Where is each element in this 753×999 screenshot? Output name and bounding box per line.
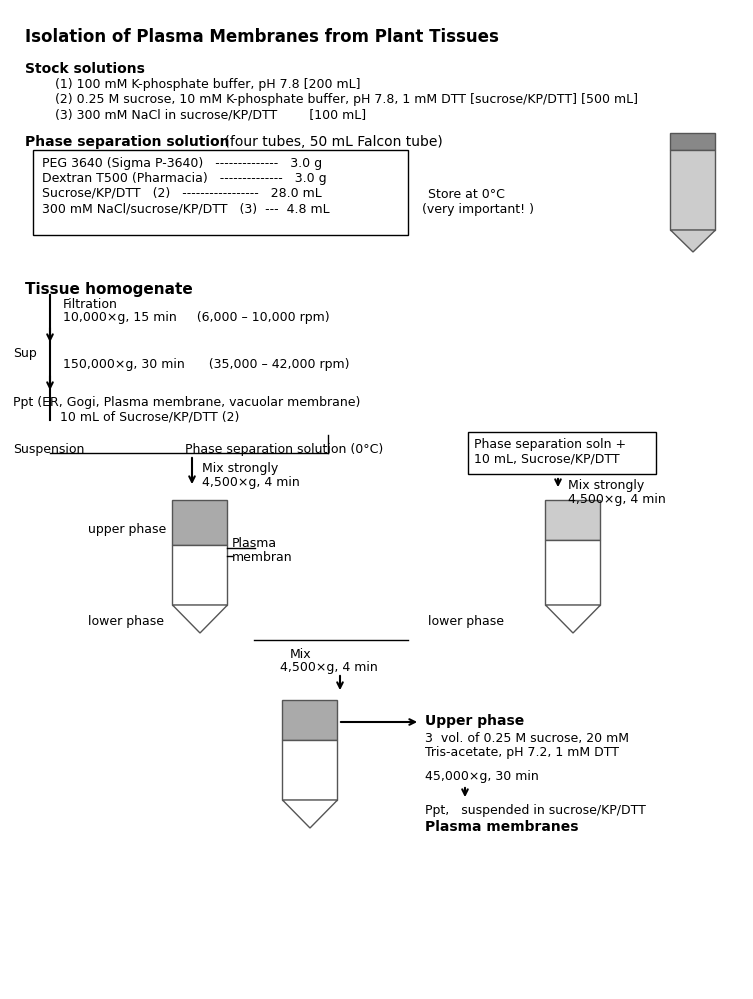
Text: Mix: Mix <box>290 648 312 661</box>
Bar <box>545 500 600 539</box>
Bar <box>282 700 337 740</box>
Polygon shape <box>545 605 600 633</box>
Bar <box>33 150 408 235</box>
Text: Sup: Sup <box>13 347 37 360</box>
Text: Phase separation solution (0°C): Phase separation solution (0°C) <box>185 443 383 456</box>
Text: 300 mM NaCl/sucrose/KP/DTT   (3)  ---  4.8 mL: 300 mM NaCl/sucrose/KP/DTT (3) --- 4.8 m… <box>42 202 330 215</box>
Text: Suspension: Suspension <box>13 443 84 456</box>
Text: Isolation of Plasma Membranes from Plant Tissues: Isolation of Plasma Membranes from Plant… <box>25 28 499 46</box>
Text: Ppt (ER, Gogi, Plasma membrane, vacuolar membrane): Ppt (ER, Gogi, Plasma membrane, vacuolar… <box>13 396 361 409</box>
Bar <box>282 740 337 800</box>
Text: lower phase: lower phase <box>428 615 504 628</box>
Text: PEG 3640 (Sigma P-3640)   --------------   3.0 g: PEG 3640 (Sigma P-3640) -------------- 3… <box>42 157 322 170</box>
Bar <box>670 133 715 150</box>
Text: (1) 100 mM K-phosphate buffer, pH 7.8 [200 mL]: (1) 100 mM K-phosphate buffer, pH 7.8 [2… <box>55 78 361 91</box>
Polygon shape <box>282 800 337 828</box>
Text: Filtration: Filtration <box>63 298 118 311</box>
Text: (3) 300 mM NaCl in sucrose/KP/DTT        [100 mL]: (3) 300 mM NaCl in sucrose/KP/DTT [100 m… <box>55 108 366 121</box>
Text: 45,000×g, 30 min: 45,000×g, 30 min <box>425 770 538 783</box>
Text: 4,500×g, 4 min: 4,500×g, 4 min <box>280 661 378 674</box>
Text: 150,000×g, 30 min      (35,000 – 42,000 rpm): 150,000×g, 30 min (35,000 – 42,000 rpm) <box>63 358 349 371</box>
Text: Dextran T500 (Pharmacia)   --------------   3.0 g: Dextran T500 (Pharmacia) -------------- … <box>42 172 327 185</box>
Bar <box>545 539 600 605</box>
Text: 10,000×g, 15 min     (6,000 – 10,000 rpm): 10,000×g, 15 min (6,000 – 10,000 rpm) <box>63 311 330 324</box>
Text: Tris-acetate, pH 7.2, 1 mM DTT: Tris-acetate, pH 7.2, 1 mM DTT <box>425 746 619 759</box>
Text: 4,500×g, 4 min: 4,500×g, 4 min <box>202 476 300 489</box>
Text: Phase separation soln +: Phase separation soln + <box>474 438 626 451</box>
Text: lower phase: lower phase <box>88 615 164 628</box>
Text: Plasma: Plasma <box>232 537 277 550</box>
Text: 3  vol. of 0.25 M sucrose, 20 mM: 3 vol. of 0.25 M sucrose, 20 mM <box>425 732 629 745</box>
Text: Ppt,   suspended in sucrose/KP/DTT: Ppt, suspended in sucrose/KP/DTT <box>425 804 646 817</box>
Text: Phase separation solution: Phase separation solution <box>25 135 230 149</box>
Text: Store at 0°C: Store at 0°C <box>428 188 505 201</box>
Text: upper phase: upper phase <box>88 523 166 536</box>
Text: Stock solutions: Stock solutions <box>25 62 145 76</box>
Bar <box>468 432 656 474</box>
Text: (four tubes, 50 mL Falcon tube): (four tubes, 50 mL Falcon tube) <box>220 135 443 149</box>
Bar <box>172 500 227 545</box>
Polygon shape <box>172 605 227 633</box>
Text: Sucrose/KP/DTT   (2)   -----------------   28.0 mL: Sucrose/KP/DTT (2) ----------------- 28.… <box>42 187 322 200</box>
Text: 10 mL of Sucrose/KP/DTT (2): 10 mL of Sucrose/KP/DTT (2) <box>60 411 239 424</box>
Text: 4,500×g, 4 min: 4,500×g, 4 min <box>568 493 666 506</box>
Text: Mix strongly: Mix strongly <box>202 462 279 475</box>
Bar <box>670 150 715 230</box>
Text: Mix strongly: Mix strongly <box>568 479 645 492</box>
Text: Plasma membranes: Plasma membranes <box>425 820 578 834</box>
Text: (very important! ): (very important! ) <box>422 203 534 216</box>
Text: 10 mL, Sucrose/KP/DTT: 10 mL, Sucrose/KP/DTT <box>474 453 620 466</box>
Text: Upper phase: Upper phase <box>425 714 524 728</box>
Text: Tissue homogenate: Tissue homogenate <box>25 282 193 297</box>
Text: (2) 0.25 M sucrose, 10 mM K-phosphate buffer, pH 7.8, 1 mM DTT [sucrose/KP/DTT] : (2) 0.25 M sucrose, 10 mM K-phosphate bu… <box>55 93 638 106</box>
Bar <box>172 545 227 605</box>
Polygon shape <box>670 230 715 252</box>
Text: membran: membran <box>232 551 293 564</box>
